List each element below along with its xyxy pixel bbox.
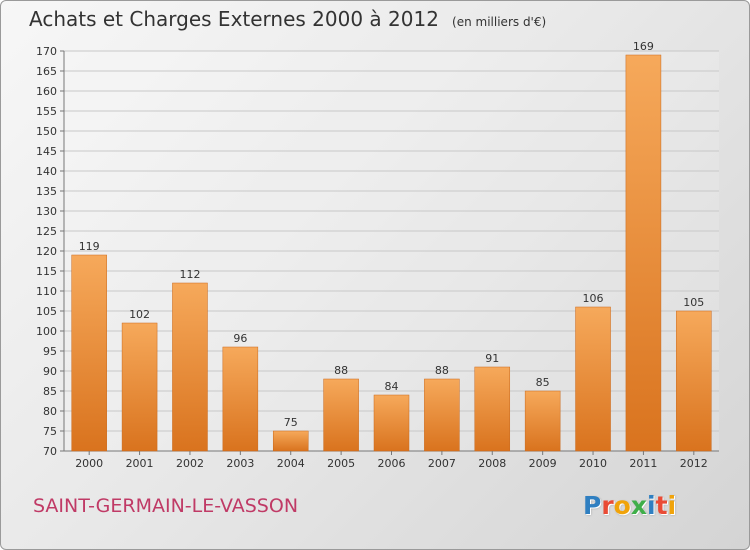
bar-value-label: 88 [435, 364, 449, 377]
bar-value-label: 112 [179, 268, 200, 281]
proxiti-logo: Proxiti [583, 491, 676, 520]
chart-unit: (en milliers d'€) [452, 15, 547, 29]
y-tick-label: 160 [36, 85, 57, 98]
y-tick-label: 95 [43, 345, 57, 358]
y-tick-label: 80 [43, 405, 57, 418]
x-tick-label: 2012 [680, 457, 708, 470]
bar-value-label: 75 [284, 416, 298, 429]
y-tick-label: 85 [43, 385, 57, 398]
y-tick-label: 90 [43, 365, 57, 378]
logo-letter: i [647, 491, 656, 520]
bar-value-label: 88 [334, 364, 348, 377]
bar-value-label: 102 [129, 308, 150, 321]
logo-letter: i [667, 491, 677, 520]
y-tick-label: 75 [43, 425, 57, 438]
y-tick-label: 125 [36, 225, 57, 238]
x-tick-label: 2005 [327, 457, 355, 470]
x-tick-label: 2009 [529, 457, 557, 470]
bar-value-label: 91 [485, 352, 499, 365]
y-tick-label: 120 [36, 245, 57, 258]
bar [575, 306, 611, 452]
x-tick-label: 2000 [75, 457, 103, 470]
y-tick-label: 105 [36, 305, 57, 318]
chart-title: Achats et Charges Externes 2000 à 2012 [29, 7, 439, 31]
bar-value-label: 96 [233, 332, 247, 345]
x-tick-label: 2004 [277, 457, 305, 470]
y-tick-label: 130 [36, 205, 57, 218]
y-tick-label: 145 [36, 145, 57, 158]
bar-value-label: 119 [79, 240, 100, 253]
bar-value-label: 84 [385, 380, 399, 393]
bar [625, 54, 662, 452]
y-tick-label: 100 [36, 325, 57, 338]
bar [373, 394, 410, 452]
logo-letter: x [630, 491, 647, 520]
chart-title-block: Achats et Charges Externes 2000 à 2012 (… [29, 7, 546, 31]
bar [424, 378, 460, 452]
bar [524, 390, 561, 452]
bar [222, 346, 259, 452]
logo-letter: o [613, 491, 631, 520]
x-tick-label: 2011 [629, 457, 657, 470]
bar [323, 378, 359, 452]
x-tick-label: 2007 [428, 457, 456, 470]
y-tick-label: 155 [36, 105, 57, 118]
y-tick-label: 140 [36, 165, 57, 178]
logo-letter: r [601, 491, 614, 520]
bar-value-label: 105 [683, 296, 704, 309]
y-tick-label: 170 [36, 45, 57, 58]
x-tick-label: 2010 [579, 457, 607, 470]
y-tick-label: 115 [36, 265, 57, 278]
logo-letter: t [655, 491, 668, 520]
bar [172, 282, 208, 452]
x-tick-label: 2008 [478, 457, 506, 470]
x-tick-label: 2001 [126, 457, 154, 470]
bar-value-label: 106 [583, 292, 604, 305]
place-name: SAINT-GERMAIN-LE-VASSON [33, 495, 299, 517]
bar [121, 322, 158, 452]
y-tick-label: 70 [43, 445, 57, 458]
y-tick-label: 165 [36, 65, 57, 78]
bar-value-label: 169 [633, 40, 654, 53]
y-tick-label: 135 [36, 185, 57, 198]
bar-value-label: 85 [536, 376, 550, 389]
y-tick-label: 110 [36, 285, 57, 298]
x-tick-label: 2006 [378, 457, 406, 470]
bar [474, 366, 511, 452]
bar [676, 310, 712, 452]
bar [71, 254, 107, 452]
x-tick-label: 2002 [176, 457, 204, 470]
logo-letter: P [583, 491, 602, 520]
x-tick-label: 2003 [226, 457, 254, 470]
bar [272, 430, 309, 452]
y-tick-label: 150 [36, 125, 57, 138]
